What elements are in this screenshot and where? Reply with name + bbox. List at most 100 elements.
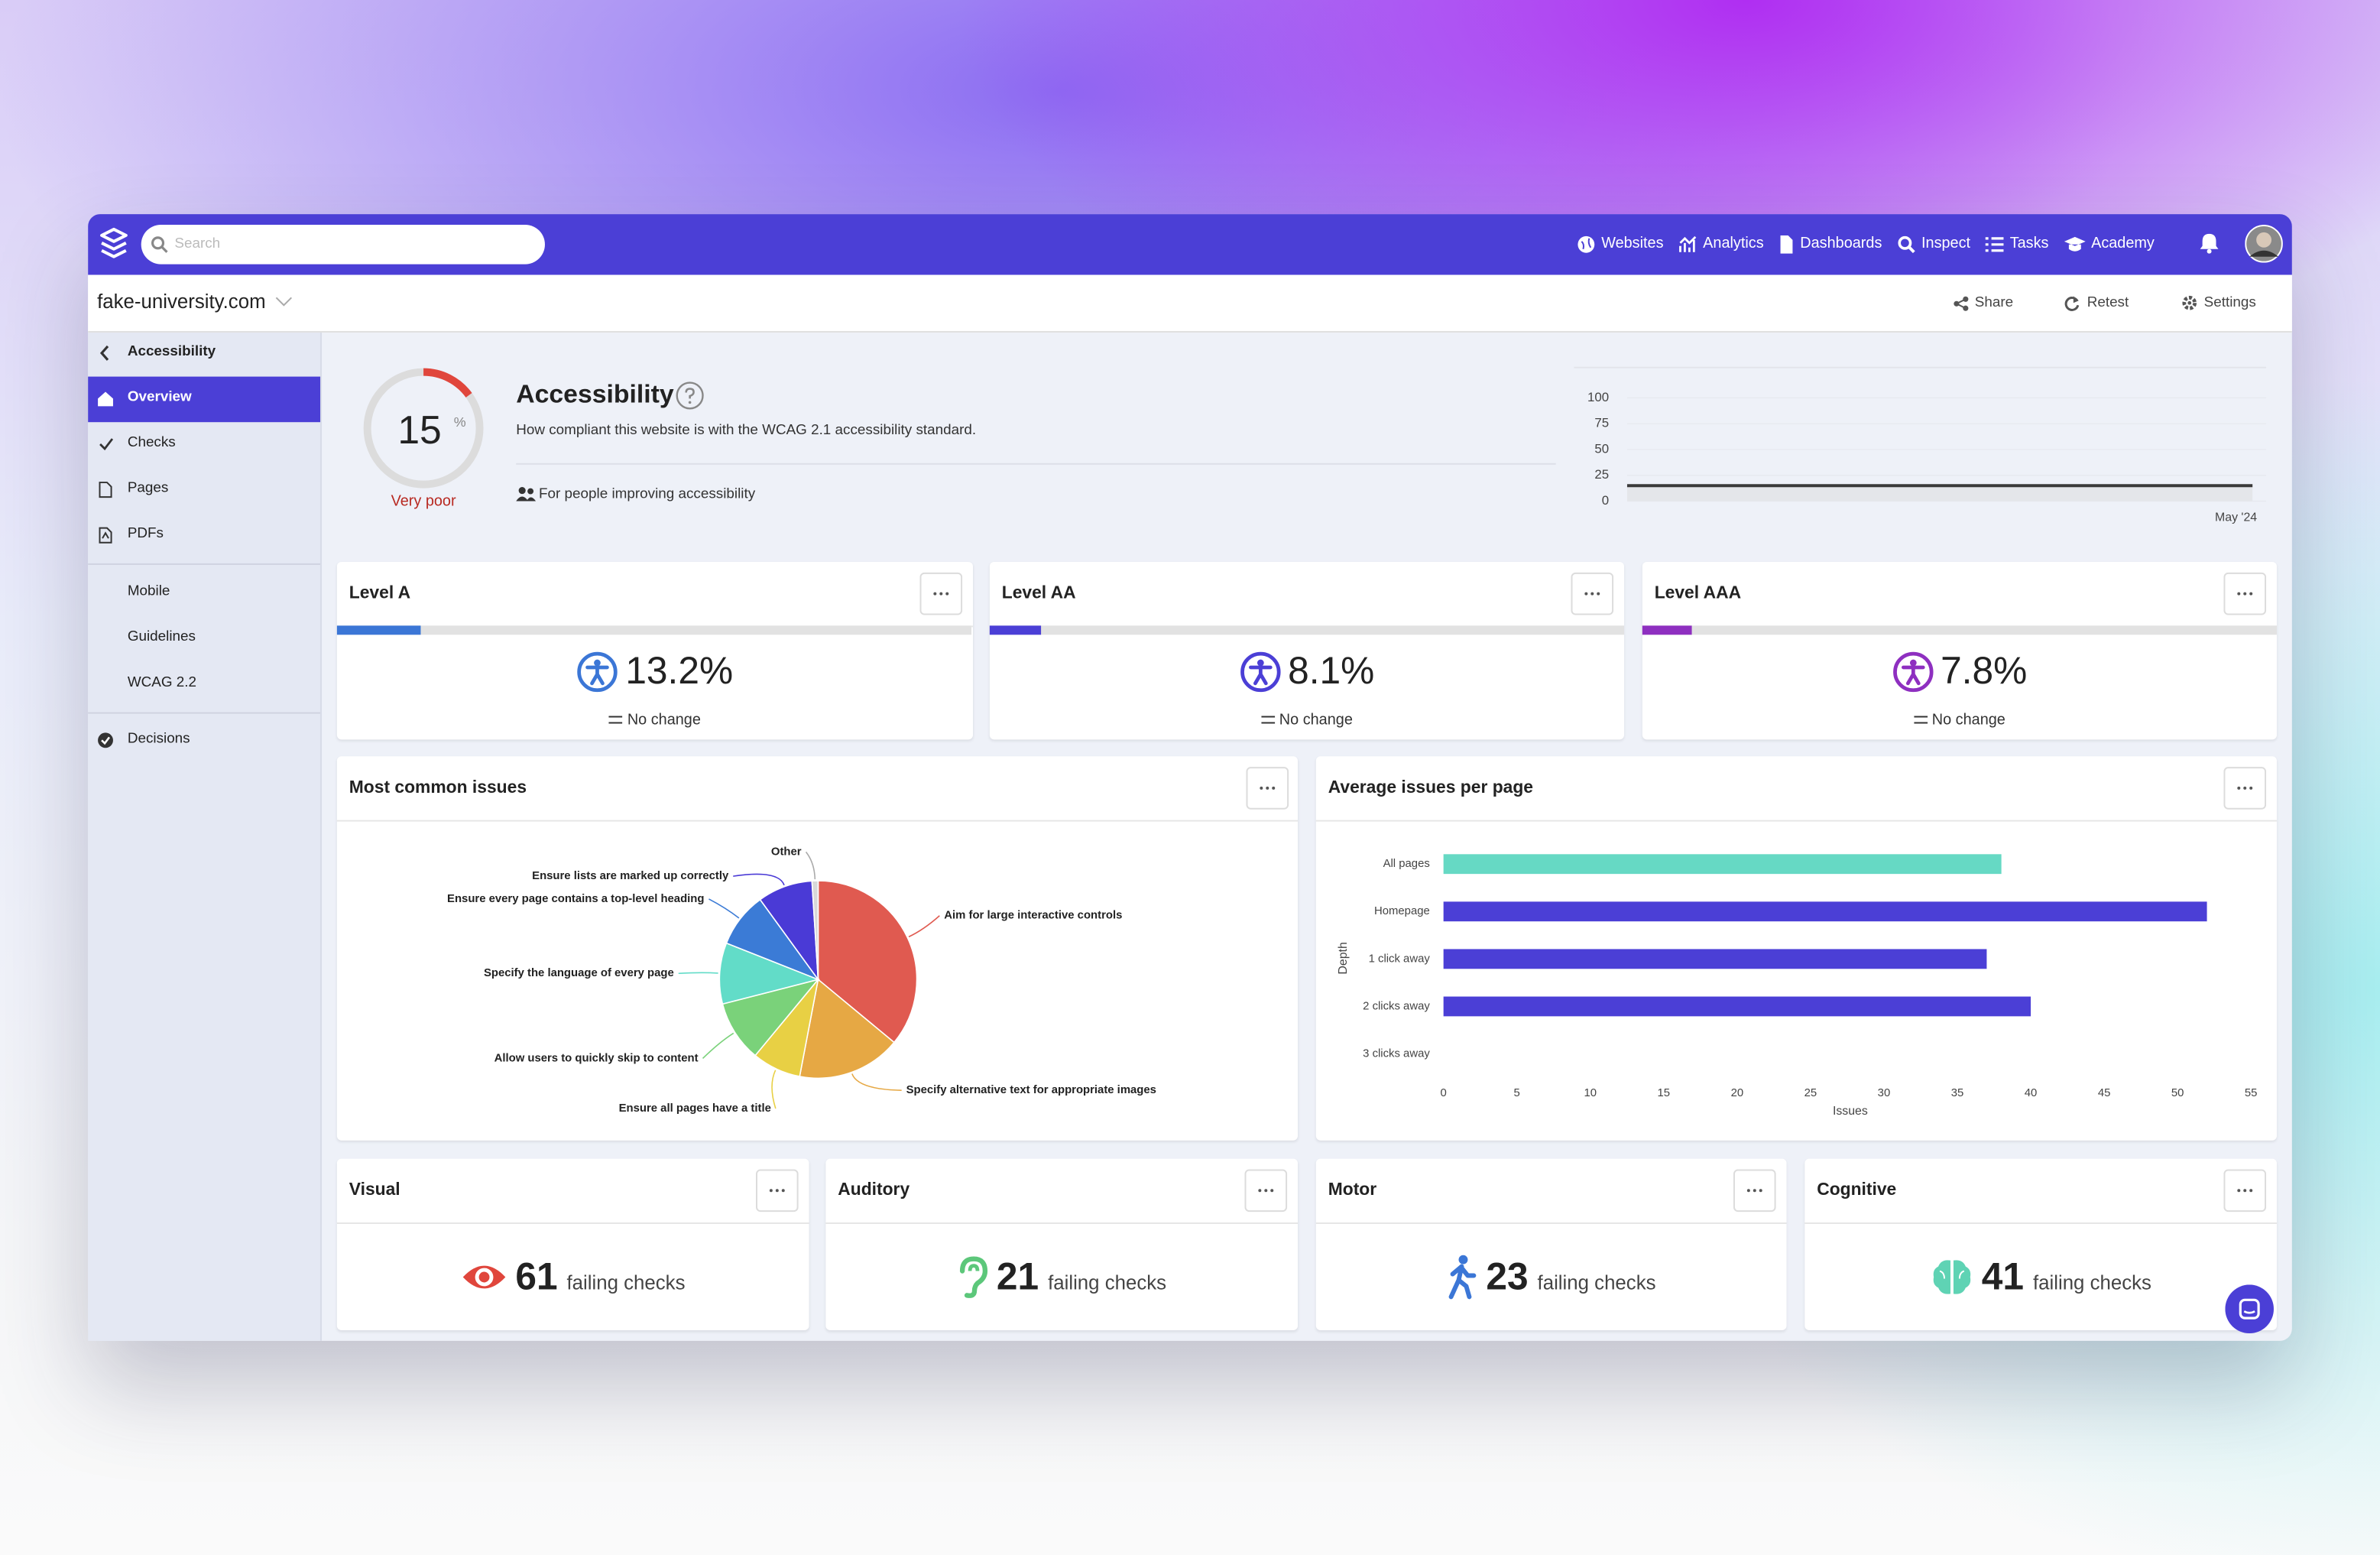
sidebar-item[interactable]: Mobile: [127, 583, 170, 600]
dots-icon: [769, 1189, 785, 1193]
back-arrow[interactable]: [99, 345, 111, 362]
sidebar-item[interactable]: Pages: [127, 479, 169, 497]
nav-label: Tasks: [2009, 235, 2049, 252]
dot: [1597, 592, 1600, 596]
sidebar-item[interactable]: Decisions: [127, 730, 190, 748]
dots-icon: [1258, 1189, 1274, 1193]
retest-action[interactable]: Retest: [2087, 294, 2129, 312]
dots-icon: [1746, 1189, 1762, 1193]
level-card: Level AA 8.1% No change: [989, 561, 1624, 740]
dots-icon: [933, 592, 949, 596]
change-row: No change: [990, 709, 1624, 731]
search-icon: [151, 236, 168, 253]
search-placeholder: Search: [174, 235, 221, 252]
group-value-row: 61 failing checks: [337, 1253, 809, 1302]
group-value-row: 23 failing checks: [1316, 1253, 1787, 1302]
ear-icon: [959, 1256, 987, 1298]
card-title: Cognitive: [1817, 1181, 1897, 1200]
card-menu[interactable]: [2223, 572, 2267, 615]
sidebar-item[interactable]: PDFs: [127, 525, 164, 543]
score-rating: Very poor: [391, 493, 456, 511]
dots-icon: [2237, 786, 2253, 790]
card-title: Level AA: [1001, 584, 1076, 603]
nav-item[interactable]: Dashboards: [1779, 232, 1882, 257]
group-card: Cognitive 41 failing checks: [1804, 1158, 2277, 1331]
card-menu[interactable]: [1246, 767, 1289, 810]
sidebar-item[interactable]: Checks: [127, 434, 176, 451]
dots-icon: [1584, 592, 1600, 596]
chat-button[interactable]: [2225, 1284, 2274, 1333]
eye-icon: [462, 1265, 505, 1289]
settings-icon: [2182, 295, 2197, 310]
dot: [1584, 592, 1588, 596]
equals-icon: [1913, 716, 1928, 724]
issues-card: Most common issues: [336, 756, 1299, 1141]
nav-item[interactable]: Academy: [2064, 232, 2155, 257]
divider: [88, 712, 321, 714]
dot: [1759, 1189, 1762, 1193]
sidebar-item[interactable]: Overview: [127, 388, 192, 406]
dot: [2243, 1189, 2247, 1193]
group-card: Auditory 21 failing checks: [825, 1158, 1299, 1331]
page-icon: [99, 482, 112, 498]
card-menu[interactable]: [919, 572, 963, 615]
check-icon: [99, 438, 114, 451]
nav-label: Academy: [2091, 235, 2155, 252]
card-title: Visual: [349, 1181, 400, 1200]
dot: [945, 592, 949, 596]
card-header: Visual: [336, 1159, 809, 1224]
card-menu[interactable]: [1244, 1169, 1288, 1213]
card-header: Auditory: [825, 1159, 1299, 1224]
accessibility-icon: [1240, 651, 1280, 692]
sidebar-item[interactable]: WCAG 2.2: [127, 674, 196, 691]
level-change: No change: [1279, 711, 1353, 729]
sidebar-item[interactable]: Guidelines: [127, 628, 196, 646]
card-menu[interactable]: [1733, 1169, 1776, 1213]
accessibility-icon: [1892, 651, 1933, 692]
dot: [775, 1189, 779, 1193]
settings-action[interactable]: Settings: [2203, 294, 2256, 312]
nav-item[interactable]: Tasks: [1985, 232, 2049, 257]
card-header: Level A: [336, 562, 974, 628]
dot: [1746, 1189, 1750, 1193]
group-value-row: 21 failing checks: [825, 1253, 1298, 1302]
card-header: Motor: [1315, 1159, 1787, 1224]
card-menu[interactable]: [756, 1169, 799, 1213]
card-menu[interactable]: [2223, 767, 2267, 810]
pdf-icon: [99, 527, 112, 544]
chevron-down[interactable]: [274, 296, 293, 308]
card-header: Average issues per page: [1315, 756, 2277, 822]
nav-item[interactable]: Websites: [1577, 232, 1664, 257]
logo[interactable]: [97, 226, 131, 260]
doc-icon: [1780, 235, 1793, 254]
globe-icon: [1577, 235, 1595, 253]
dot: [769, 1189, 773, 1193]
card-title: Level A: [349, 584, 411, 603]
bell-icon[interactable]: [2200, 232, 2219, 254]
site-name[interactable]: fake-university.com: [97, 290, 266, 313]
main-nav: Websites Analytics Dashboards Inspect Ta…: [1577, 232, 2155, 257]
group-card: Motor 23 failing checks: [1315, 1158, 1787, 1331]
decision-icon: [98, 732, 113, 748]
nav-label: Analytics: [1703, 235, 1764, 252]
search-box[interactable]: [141, 224, 545, 265]
share-action[interactable]: Share: [1974, 294, 2014, 312]
card-header: Most common issues: [336, 756, 1299, 822]
group-unit: failing checks: [1537, 1271, 1656, 1294]
help-icon[interactable]: [676, 381, 705, 411]
dot: [1753, 1189, 1756, 1193]
nav-item[interactable]: Analytics: [1678, 232, 1764, 257]
nav-label: Inspect: [1921, 235, 1971, 252]
nav-item[interactable]: Inspect: [1897, 232, 1970, 257]
card-menu[interactable]: [2223, 1169, 2267, 1213]
dot: [1590, 592, 1594, 596]
avatar[interactable]: [2245, 224, 2283, 263]
dot: [781, 1189, 785, 1193]
average-card: Average issues per page: [1315, 756, 2277, 1141]
dot: [2249, 1189, 2253, 1193]
tasks-icon: [1985, 237, 2004, 252]
group-unit: failing checks: [2032, 1271, 2151, 1294]
card-menu[interactable]: [1571, 572, 1614, 615]
sidebar-section[interactable]: Accessibility: [127, 342, 216, 360]
